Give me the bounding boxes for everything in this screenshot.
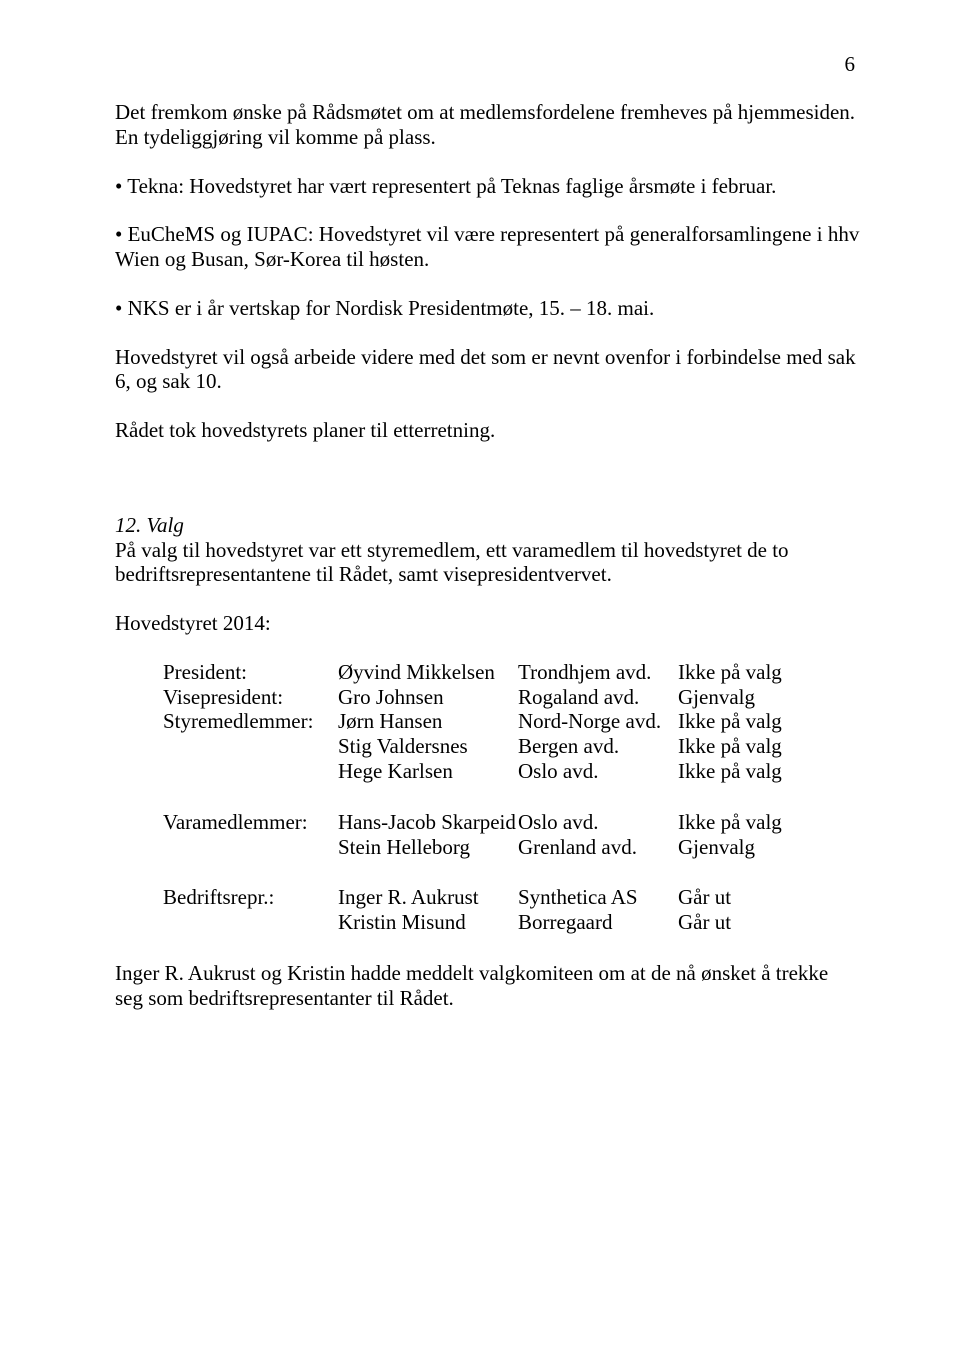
dept-cell: Bergen avd. (518, 734, 678, 759)
section-12: 12. Valg På valg til hovedstyret var ett… (115, 513, 860, 935)
role-cell: President: (163, 660, 338, 685)
name-cell: Inger R. Aukrust (338, 885, 518, 910)
dept-cell: Trondhjem avd. (518, 660, 678, 685)
name-cell: Øyvind Mikkelsen (338, 660, 518, 685)
table-row: Bedriftsrepr.: Inger R. Aukrust Syntheti… (163, 885, 860, 910)
role-cell: Visepresident: (163, 685, 338, 710)
table-row: Varamedlemmer: Hans-Jacob Skarpeid Oslo … (163, 810, 860, 835)
role-cell: Bedriftsrepr.: (163, 885, 338, 910)
table-row: Styremedlemmer: Jørn Hansen Nord-Norge a… (163, 709, 860, 734)
paragraph: Rådet tok hovedstyrets planer til etterr… (115, 418, 860, 443)
section-subheading: Hovedstyret 2014: (115, 611, 860, 636)
hovedstyret-table: President: Øyvind Mikkelsen Trondhjem av… (163, 660, 860, 784)
role-cell: Varamedlemmer: (163, 810, 338, 835)
role-cell (163, 759, 338, 784)
table-row: President: Øyvind Mikkelsen Trondhjem av… (163, 660, 860, 685)
table-row: Stein Helleborg Grenland avd. Gjenvalg (163, 835, 860, 860)
footer-paragraph: Inger R. Aukrust og Kristin hadde meddel… (115, 961, 860, 1011)
section-text: På valg til hovedstyret var ett styremed… (115, 538, 860, 588)
dept-cell: Synthetica AS (518, 885, 678, 910)
name-cell: Hans-Jacob Skarpeid (338, 810, 518, 835)
name-cell: Kristin Misund (338, 910, 518, 935)
table-row: Kristin Misund Borregaard Går ut (163, 910, 860, 935)
paragraph: • EuCheMS og IUPAC: Hovedstyret vil være… (115, 222, 860, 272)
status-cell: Går ut (678, 885, 860, 910)
table-row: Visepresident: Gro Johnsen Rogaland avd.… (163, 685, 860, 710)
status-cell: Ikke på valg (678, 709, 860, 734)
name-cell: Hege Karlsen (338, 759, 518, 784)
name-cell: Stein Helleborg (338, 835, 518, 860)
table-row: Hege Karlsen Oslo avd. Ikke på valg (163, 759, 860, 784)
paragraph: • Tekna: Hovedstyret har vært represente… (115, 174, 860, 199)
paragraph: Det fremkom ønske på Rådsmøtet om at med… (115, 100, 860, 150)
bedriftsrepr-table: Bedriftsrepr.: Inger R. Aukrust Syntheti… (163, 885, 860, 935)
section-heading: 12. Valg (115, 513, 860, 538)
dept-cell: Grenland avd. (518, 835, 678, 860)
dept-cell: Nord-Norge avd. (518, 709, 678, 734)
name-cell: Stig Valdersnes (338, 734, 518, 759)
status-cell: Gjenvalg (678, 685, 860, 710)
status-cell: Ikke på valg (678, 660, 860, 685)
role-cell (163, 835, 338, 860)
paragraph: • NKS er i år vertskap for Nordisk Presi… (115, 296, 860, 321)
status-cell: Ikke på valg (678, 810, 860, 835)
role-cell (163, 734, 338, 759)
dept-cell: Oslo avd. (518, 759, 678, 784)
varamedlemmer-table: Varamedlemmer: Hans-Jacob Skarpeid Oslo … (163, 810, 860, 860)
name-cell: Gro Johnsen (338, 685, 518, 710)
status-cell: Gjenvalg (678, 835, 860, 860)
status-cell: Ikke på valg (678, 734, 860, 759)
document-page: 6 Det fremkom ønske på Rådsmøtet om at m… (0, 0, 960, 1368)
role-cell (163, 910, 338, 935)
role-cell: Styremedlemmer: (163, 709, 338, 734)
paragraph: Hovedstyret vil også arbeide videre med … (115, 345, 860, 395)
status-cell: Går ut (678, 910, 860, 935)
dept-cell: Rogaland avd. (518, 685, 678, 710)
dept-cell: Oslo avd. (518, 810, 678, 835)
page-number: 6 (845, 52, 856, 77)
dept-cell: Borregaard (518, 910, 678, 935)
table-row: Stig Valdersnes Bergen avd. Ikke på valg (163, 734, 860, 759)
status-cell: Ikke på valg (678, 759, 860, 784)
name-cell: Jørn Hansen (338, 709, 518, 734)
